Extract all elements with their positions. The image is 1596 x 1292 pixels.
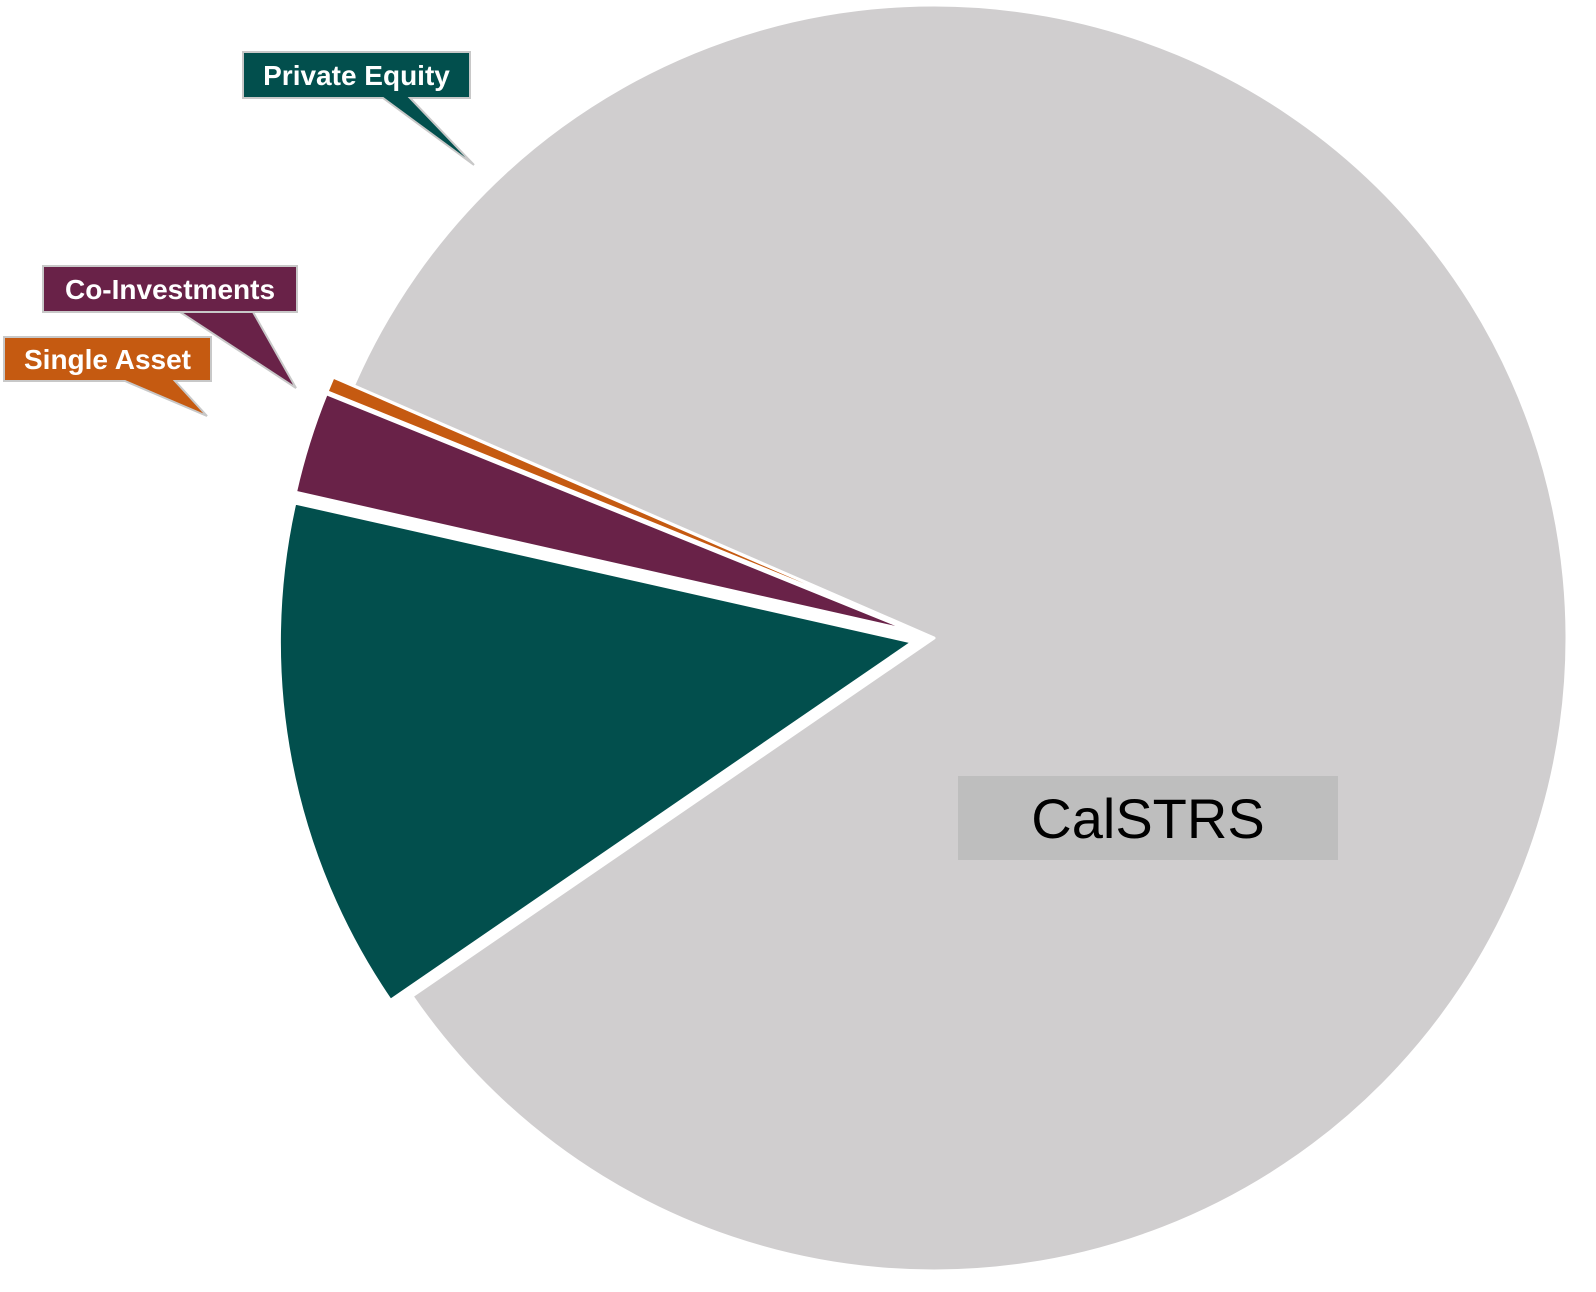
pie-slice-private-equity [277,501,914,1002]
pie-slice-co-investments [293,392,915,633]
label-box-calstrs [958,776,1338,860]
slice-label-private-equity: Private Equity [263,60,450,91]
callout-co-investments [42,265,298,389]
pie-slices [277,3,1569,1273]
callout-private-equity [242,51,475,166]
pie-slice-calstrs [352,3,1569,1273]
pie-labels: CalSTRS Private Equity Co-Investments Singl… [3,51,1338,860]
slice-label-co-investments: Co-Investments [65,274,275,305]
slice-label-single-asset: Single Asset [24,344,191,375]
callout-single-asset [3,336,212,417]
pie-slice-single-asset [325,375,916,631]
slice-label-calstrs: CalSTRS [1031,787,1264,850]
